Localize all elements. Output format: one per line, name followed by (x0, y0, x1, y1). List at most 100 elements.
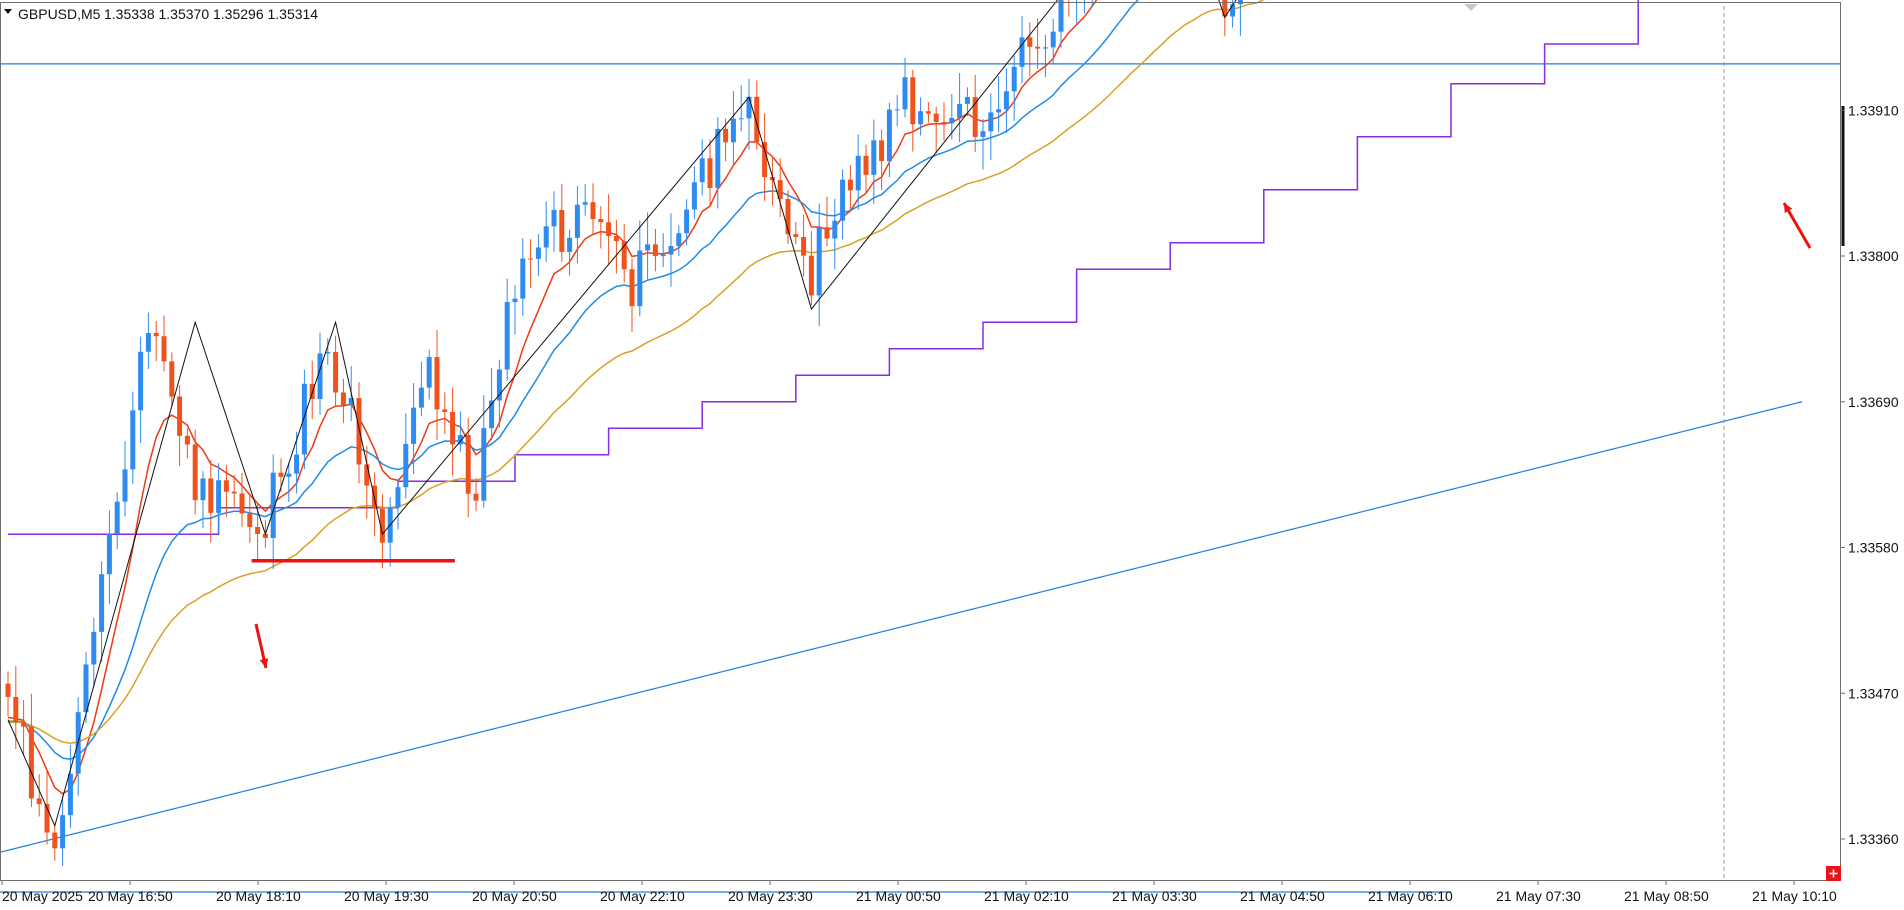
candle-body (746, 96, 752, 119)
candle-body (356, 397, 362, 465)
candle-body (715, 128, 721, 188)
x-tick-label: 20 May 16:50 (88, 888, 173, 904)
shift-marker-icon[interactable] (1464, 4, 1478, 11)
up-left-arrow-icon-head (1784, 203, 1793, 213)
candle-body (824, 227, 830, 239)
candle-body (762, 142, 768, 178)
candle-body (52, 832, 58, 849)
plot-border (0, 2, 1841, 881)
candle-body (60, 815, 66, 849)
candle-body (535, 247, 541, 259)
candle-body (879, 140, 885, 162)
lower-trend-line[interactable] (0, 401, 1803, 853)
candle-body (67, 773, 73, 816)
y-tick-label: 1.33360 (1848, 831, 1899, 847)
candle-body (442, 409, 448, 412)
ohlc-label: 1.35338 1.35370 1.35296 1.35314 (104, 6, 318, 22)
plus-icon (1829, 869, 1838, 878)
candle-body (208, 478, 214, 513)
dropdown-triangle-icon[interactable] (4, 9, 12, 14)
candle-body (816, 227, 822, 296)
candle-body (294, 454, 300, 474)
candle-body (270, 472, 276, 538)
x-tick-label: 21 May 00:50 (856, 888, 941, 904)
candle-body (941, 122, 947, 124)
y-tick-label: 1.33470 (1848, 685, 1899, 701)
candle-body (918, 111, 924, 125)
candle-body (36, 798, 42, 805)
candle-body (832, 220, 838, 239)
candle-body (223, 480, 229, 492)
candle-body (161, 336, 167, 362)
candle-body (738, 118, 744, 120)
candle-body (559, 209, 565, 252)
candle-body (28, 726, 34, 799)
candle-body (933, 113, 939, 123)
candle-body (793, 234, 799, 237)
zigzag-indicator (7, 0, 1237, 828)
candle-body (44, 804, 50, 833)
candle-body (1042, 47, 1048, 49)
candle-body (668, 246, 674, 255)
candle-body (528, 258, 534, 260)
candle-body (457, 434, 463, 445)
candle-body (629, 269, 635, 307)
candle-body (730, 118, 736, 143)
step-indicator (8, 0, 1639, 535)
candle-body (808, 255, 814, 296)
y-tick-label: 1.33800 (1848, 248, 1899, 264)
candle-body (972, 97, 978, 137)
candle-body (871, 140, 877, 175)
candle-body (184, 435, 190, 445)
candle-body (1003, 91, 1009, 110)
candle-body (5, 683, 11, 697)
y-tick-label: 1.33910 (1848, 102, 1899, 118)
candle-body (996, 109, 1002, 113)
candle-body (403, 443, 409, 488)
candle-body (153, 333, 159, 337)
candle-body (551, 209, 557, 227)
candle-body (574, 204, 580, 238)
down-arrow-icon-head (259, 658, 269, 668)
candle-body (504, 302, 510, 370)
candle-body (130, 410, 136, 470)
x-tick-label: 20 May 23:30 (728, 888, 813, 904)
candle-body (1019, 37, 1025, 67)
candle-body (169, 361, 175, 397)
candle-body (301, 383, 307, 455)
candle-body (192, 444, 198, 501)
candle-body (231, 491, 237, 494)
candle-body (247, 513, 253, 528)
x-tick-label: 21 May 03:30 (1112, 888, 1197, 904)
candle-body (886, 109, 892, 162)
chart-header: GBPUSD,M5 1.35338 1.35370 1.35296 1.3531… (4, 6, 318, 22)
candle-body (1011, 66, 1017, 92)
candle-body (894, 109, 900, 111)
candle-body (122, 469, 128, 502)
scroll-marker[interactable] (1464, 4, 1478, 11)
candle-body (138, 351, 144, 411)
x-tick-label: 21 May 04:50 (1240, 888, 1325, 904)
add-button[interactable] (1826, 866, 1841, 881)
candle-body (395, 487, 401, 508)
candle-body (1027, 37, 1033, 47)
time-axis[interactable]: 20 May 2025 20 May 16:50 20 May 18:10 20 Ma… (1, 880, 1837, 904)
candle-body (177, 396, 183, 436)
candle-body (652, 244, 658, 257)
step-line (8, 0, 1639, 535)
candle-body (99, 574, 105, 632)
candle-body (340, 392, 346, 406)
candle-body (582, 202, 588, 205)
candle-body (1222, 0, 1228, 17)
candle-body (255, 527, 261, 534)
candle-body (364, 464, 370, 486)
candle-body (567, 237, 573, 252)
candle-body (637, 250, 643, 307)
price-axis[interactable]: 1.346801.345701.344601.343501.342401.341… (1840, 0, 1904, 847)
horizontal-levels (0, 6, 1840, 880)
x-tick-label: 20 May 2025 (2, 888, 83, 904)
candle-body (801, 236, 807, 256)
candle-body (262, 533, 268, 538)
candle-body (496, 369, 502, 401)
